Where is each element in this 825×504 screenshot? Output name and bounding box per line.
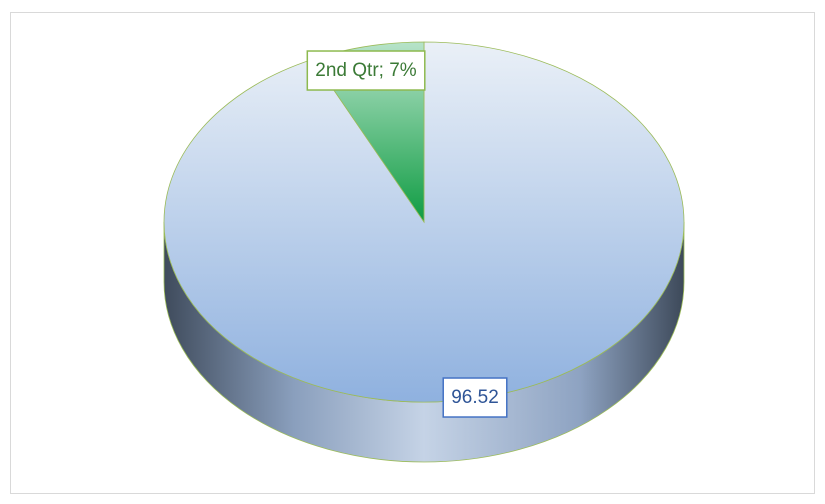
data-label: 2nd Qtr; 7% xyxy=(315,60,416,81)
data-label: 96.52 xyxy=(451,387,499,408)
data-label-box xyxy=(306,50,426,91)
data-label-box xyxy=(442,377,508,418)
